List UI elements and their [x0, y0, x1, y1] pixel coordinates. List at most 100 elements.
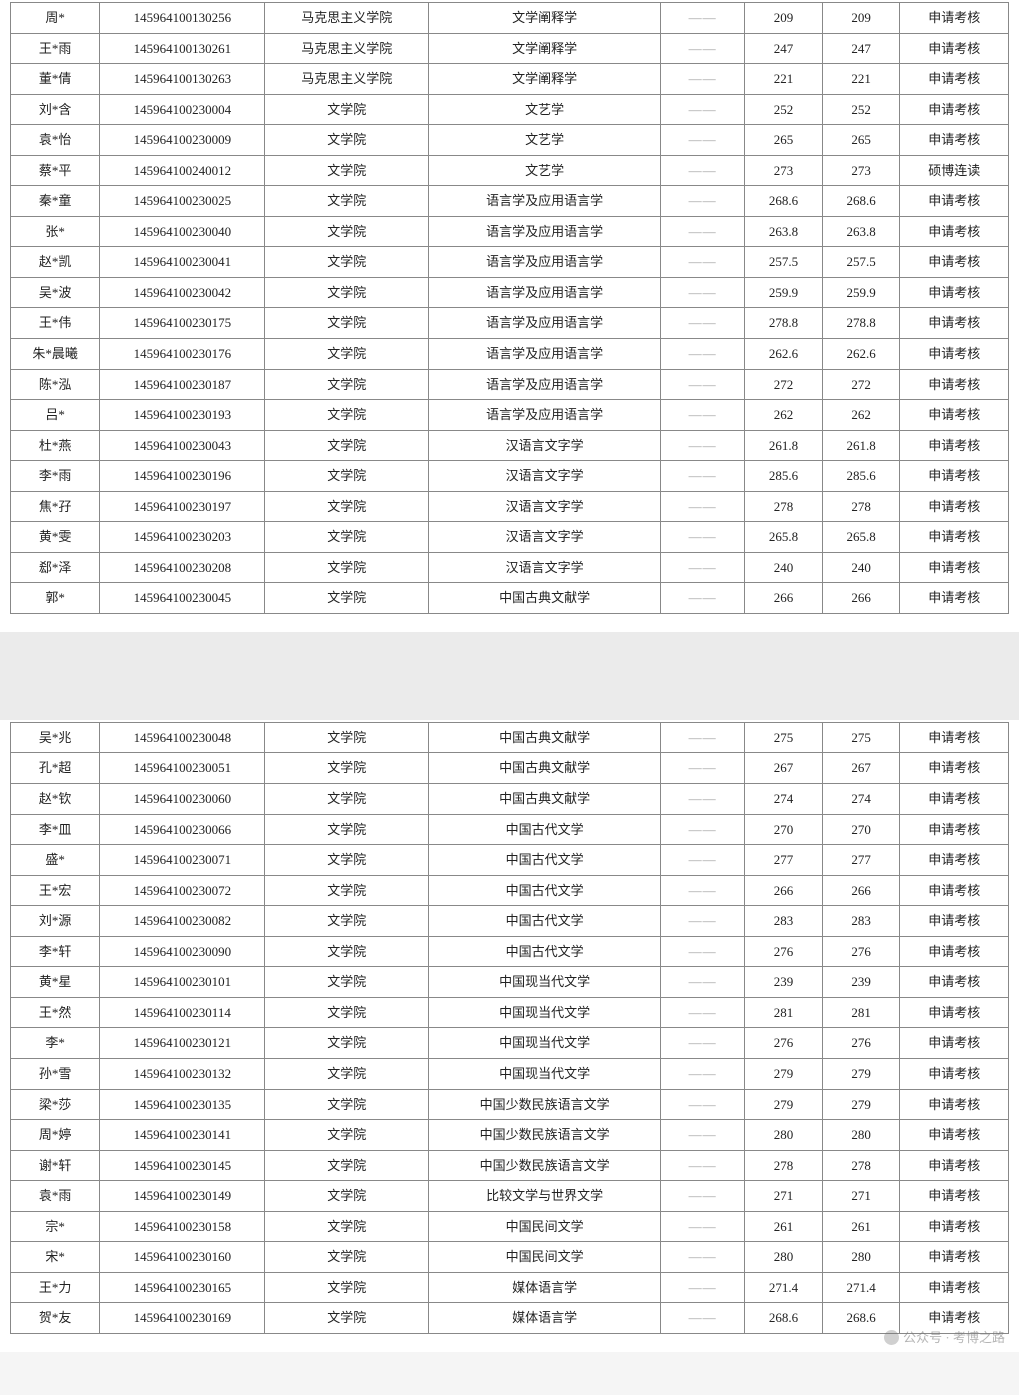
cell: 145964100230051 [100, 753, 265, 784]
cell: 中国古代文学 [429, 875, 661, 906]
cell: 271.4 [822, 1272, 900, 1303]
cell: 272 [822, 369, 900, 400]
table-row: 王*然145964100230114文学院中国现当代文学——281281申请考核 [11, 997, 1009, 1028]
cell: 145964100230045 [100, 583, 265, 614]
cell: 145964100230149 [100, 1181, 265, 1212]
cell: 268.6 [745, 186, 823, 217]
cell: 文学院 [265, 461, 429, 492]
cell: 271.4 [745, 1272, 823, 1303]
cell: 145964100230121 [100, 1028, 265, 1059]
cell: 266 [745, 875, 823, 906]
cell: 261 [745, 1211, 823, 1242]
cell: 中国少数民族语言文学 [429, 1089, 661, 1120]
cell: 中国古典文献学 [429, 722, 661, 753]
cell: 266 [745, 583, 823, 614]
table-row: 宋*145964100230160文学院中国民间文学——280280申请考核 [11, 1242, 1009, 1273]
cell: 文学院 [265, 1272, 429, 1303]
cell: 270 [822, 814, 900, 845]
cell: —— [661, 1242, 745, 1273]
cell: 语言学及应用语言学 [429, 277, 661, 308]
cell: 275 [822, 722, 900, 753]
table-row: 李*145964100230121文学院中国现当代文学——276276申请考核 [11, 1028, 1009, 1059]
cell: 文学院 [265, 1028, 429, 1059]
cell: 王*宏 [11, 875, 100, 906]
cell: 李*雨 [11, 461, 100, 492]
table-row: 孔*超145964100230051文学院中国古典文献学——267267申请考核 [11, 753, 1009, 784]
cell: 240 [822, 552, 900, 583]
table-row: 黄*雯145964100230203文学院汉语言文字学——265.8265.8申… [11, 522, 1009, 553]
table-row: 刘*含145964100230004文学院文艺学——252252申请考核 [11, 94, 1009, 125]
cell: 文学院 [265, 1120, 429, 1151]
table-row: 李*皿145964100230066文学院中国古代文学——270270申请考核 [11, 814, 1009, 845]
cell: —— [661, 339, 745, 370]
cell: 宗* [11, 1211, 100, 1242]
cell: 文学院 [265, 247, 429, 278]
cell: —— [661, 997, 745, 1028]
cell: 马克思主义学院 [265, 33, 429, 64]
cell: 朱*晨曦 [11, 339, 100, 370]
cell: 赵*凯 [11, 247, 100, 278]
cell: 145964100230169 [100, 1303, 265, 1334]
cell: 硕博连读 [900, 155, 1009, 186]
cell: 263.8 [822, 216, 900, 247]
cell: 汉语言文字学 [429, 461, 661, 492]
cell: 281 [745, 997, 823, 1028]
table-row: 秦*童145964100230025文学院语言学及应用语言学——268.6268… [11, 186, 1009, 217]
cell: 周* [11, 3, 100, 34]
cell: 145964100230072 [100, 875, 265, 906]
cell: —— [661, 967, 745, 998]
cell: —— [661, 369, 745, 400]
cell: 145964100240012 [100, 155, 265, 186]
cell: 汉语言文字学 [429, 552, 661, 583]
cell: 145964100230114 [100, 997, 265, 1028]
cell: 中国少数民族语言文学 [429, 1120, 661, 1151]
cell: 145964100230160 [100, 1242, 265, 1273]
cell: 文学院 [265, 155, 429, 186]
cell: 145964100130261 [100, 33, 265, 64]
cell: 文学院 [265, 845, 429, 876]
cell: 贺*友 [11, 1303, 100, 1334]
cell: 申请考核 [900, 1120, 1009, 1151]
cell: 申请考核 [900, 33, 1009, 64]
cell: 247 [745, 33, 823, 64]
cell: 申请考核 [900, 1150, 1009, 1181]
cell: 谢*轩 [11, 1150, 100, 1181]
data-table-2: 吴*兆145964100230048文学院中国古典文献学——275275申请考核… [10, 722, 1009, 1334]
cell: 262.6 [822, 339, 900, 370]
cell: —— [661, 94, 745, 125]
cell: 申请考核 [900, 522, 1009, 553]
cell: —— [661, 247, 745, 278]
cell: 文艺学 [429, 155, 661, 186]
cell: 279 [745, 1058, 823, 1089]
cell: 272 [745, 369, 823, 400]
cell: 文学院 [265, 369, 429, 400]
cell: 黄*星 [11, 967, 100, 998]
cell: 汉语言文字学 [429, 522, 661, 553]
cell: 孔*超 [11, 753, 100, 784]
cell: 文艺学 [429, 125, 661, 156]
table-row: 王*力145964100230165文学院媒体语言学——271.4271.4申请… [11, 1272, 1009, 1303]
table-row: 梁*莎145964100230135文学院中国少数民族语言文学——279279申… [11, 1089, 1009, 1120]
cell: 申请考核 [900, 583, 1009, 614]
cell: 145964100230176 [100, 339, 265, 370]
cell: 145964100230082 [100, 906, 265, 937]
cell: 中国古典文献学 [429, 753, 661, 784]
cell: 语言学及应用语言学 [429, 308, 661, 339]
cell: 267 [745, 753, 823, 784]
cell: —— [661, 722, 745, 753]
cell: 文学院 [265, 1242, 429, 1273]
cell: 马克思主义学院 [265, 64, 429, 95]
cell: 文学院 [265, 784, 429, 815]
cell: 文学院 [265, 722, 429, 753]
cell: —— [661, 216, 745, 247]
cell: 文学院 [265, 814, 429, 845]
table-row: 张*145964100230040文学院语言学及应用语言学——263.8263.… [11, 216, 1009, 247]
table-row: 郭*145964100230045文学院中国古典文献学——266266申请考核 [11, 583, 1009, 614]
cell: 汉语言文字学 [429, 430, 661, 461]
cell: 281 [822, 997, 900, 1028]
cell: 王*伟 [11, 308, 100, 339]
table-row: 王*宏145964100230072文学院中国古代文学——266266申请考核 [11, 875, 1009, 906]
cell: 145964100230141 [100, 1120, 265, 1151]
cell: 文学院 [265, 125, 429, 156]
cell: 257.5 [822, 247, 900, 278]
